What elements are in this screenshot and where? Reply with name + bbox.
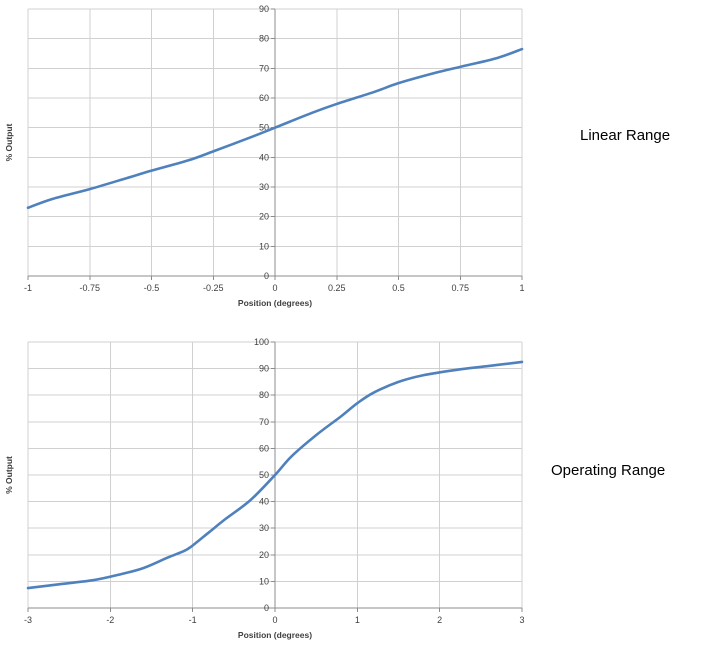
y-tick-label: 90 xyxy=(259,364,269,374)
x-tick-label: 3 xyxy=(519,615,524,625)
y-tick-label: 0 xyxy=(264,603,269,613)
y-tick-label: 80 xyxy=(259,390,269,400)
y-tick-label: 70 xyxy=(259,417,269,427)
y-tick-label: 70 xyxy=(259,63,269,73)
x-tick-label: 1 xyxy=(355,615,360,625)
y-tick-label: 10 xyxy=(259,576,269,586)
x-tick-label: -2 xyxy=(106,615,114,625)
series-line xyxy=(26,47,524,210)
y-tick-label: 60 xyxy=(259,93,269,103)
y-tick-label: 30 xyxy=(259,523,269,533)
x-tick-label: 1 xyxy=(519,283,524,293)
y-tick-label: 20 xyxy=(259,212,269,222)
x-tick-label: 2 xyxy=(437,615,442,625)
y-tick-label: 80 xyxy=(259,34,269,44)
x-tick-label: -1 xyxy=(189,615,197,625)
y-tick-label: 20 xyxy=(259,550,269,560)
y-tick-label: 50 xyxy=(259,123,269,133)
operating-range-label: Operating Range xyxy=(551,462,666,479)
x-tick-label: -0.5 xyxy=(144,283,160,293)
x-tick-label: -1 xyxy=(24,283,32,293)
x-tick-label: 0.75 xyxy=(451,283,469,293)
x-tick-label: 0.25 xyxy=(328,283,346,293)
y-tick-label: 30 xyxy=(259,182,269,192)
x-axis-title: Position (degrees) xyxy=(238,630,312,640)
series-line xyxy=(26,360,524,590)
y-axis-title: % Output xyxy=(4,123,14,161)
y-tick-label: 40 xyxy=(259,497,269,507)
x-tick-label: -0.25 xyxy=(203,283,224,293)
y-tick-label: 50 xyxy=(259,470,269,480)
y-tick-label: 60 xyxy=(259,443,269,453)
x-tick-label: -0.75 xyxy=(79,283,100,293)
x-tick-label: -3 xyxy=(24,615,32,625)
operating-range-chart: 0 10 20 30 40 50 60 70 80 90 100 -3 -2 -1 0 1 2 3 Position… xyxy=(4,337,525,640)
y-tick-label: 10 xyxy=(259,241,269,251)
linear-range-label: Linear Range xyxy=(580,127,671,144)
x-tick-label: 0.5 xyxy=(392,283,405,293)
x-axis-title: Position (degrees) xyxy=(238,298,312,308)
y-axis-title: % Output xyxy=(4,456,14,494)
x-tick-label: 0 xyxy=(272,283,277,293)
x-tick-label: 0 xyxy=(272,615,277,625)
y-tick-label: 0 xyxy=(264,271,269,281)
y-tick-label: 100 xyxy=(254,337,269,347)
y-tick-label: 40 xyxy=(259,152,269,162)
y-tick-label: 90 xyxy=(259,4,269,14)
linear-range-chart: 0 10 20 30 40 50 60 70 80 90 -1 -0.75 -0.5 -0.25 0 0.25… xyxy=(4,4,525,308)
